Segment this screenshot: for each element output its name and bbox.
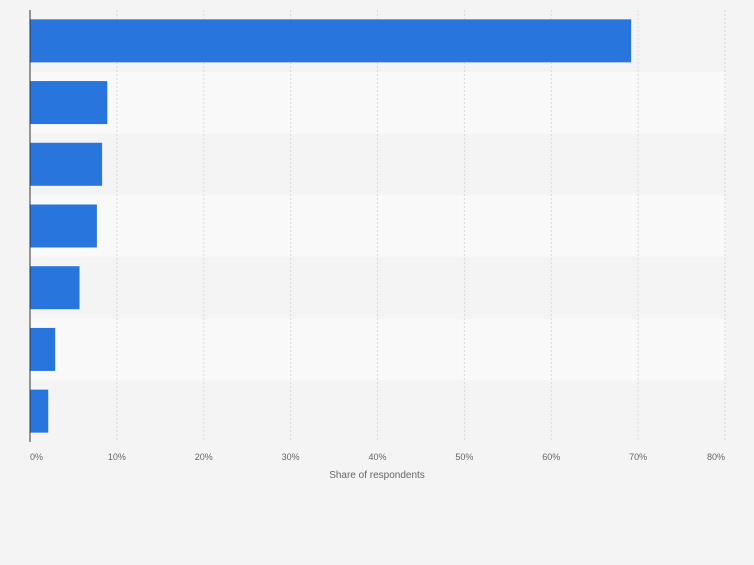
x-tick-label: 0% [30, 452, 43, 462]
x-tick-label: 20% [195, 452, 213, 462]
grid-lines [116, 10, 726, 442]
bar [30, 81, 108, 125]
x-tick-label: 10% [108, 452, 126, 462]
bar [30, 19, 632, 63]
bar [30, 327, 56, 371]
bar [30, 266, 80, 310]
x-tick-label: 40% [368, 452, 386, 462]
x-tick-label: 50% [455, 452, 473, 462]
x-tick-label: 70% [629, 452, 647, 462]
bars [30, 19, 632, 433]
x-tick-labels: 0% 10% 20% 30% 40% 50% 60% 70% 80% [30, 452, 725, 462]
x-tick-label: 80% [707, 452, 725, 462]
x-tick-label: 30% [282, 452, 300, 462]
bar [30, 142, 103, 186]
bar [30, 204, 97, 248]
x-axis-title: Share of respondents [329, 470, 425, 481]
bar [30, 389, 49, 433]
x-tick-label: 60% [542, 452, 560, 462]
